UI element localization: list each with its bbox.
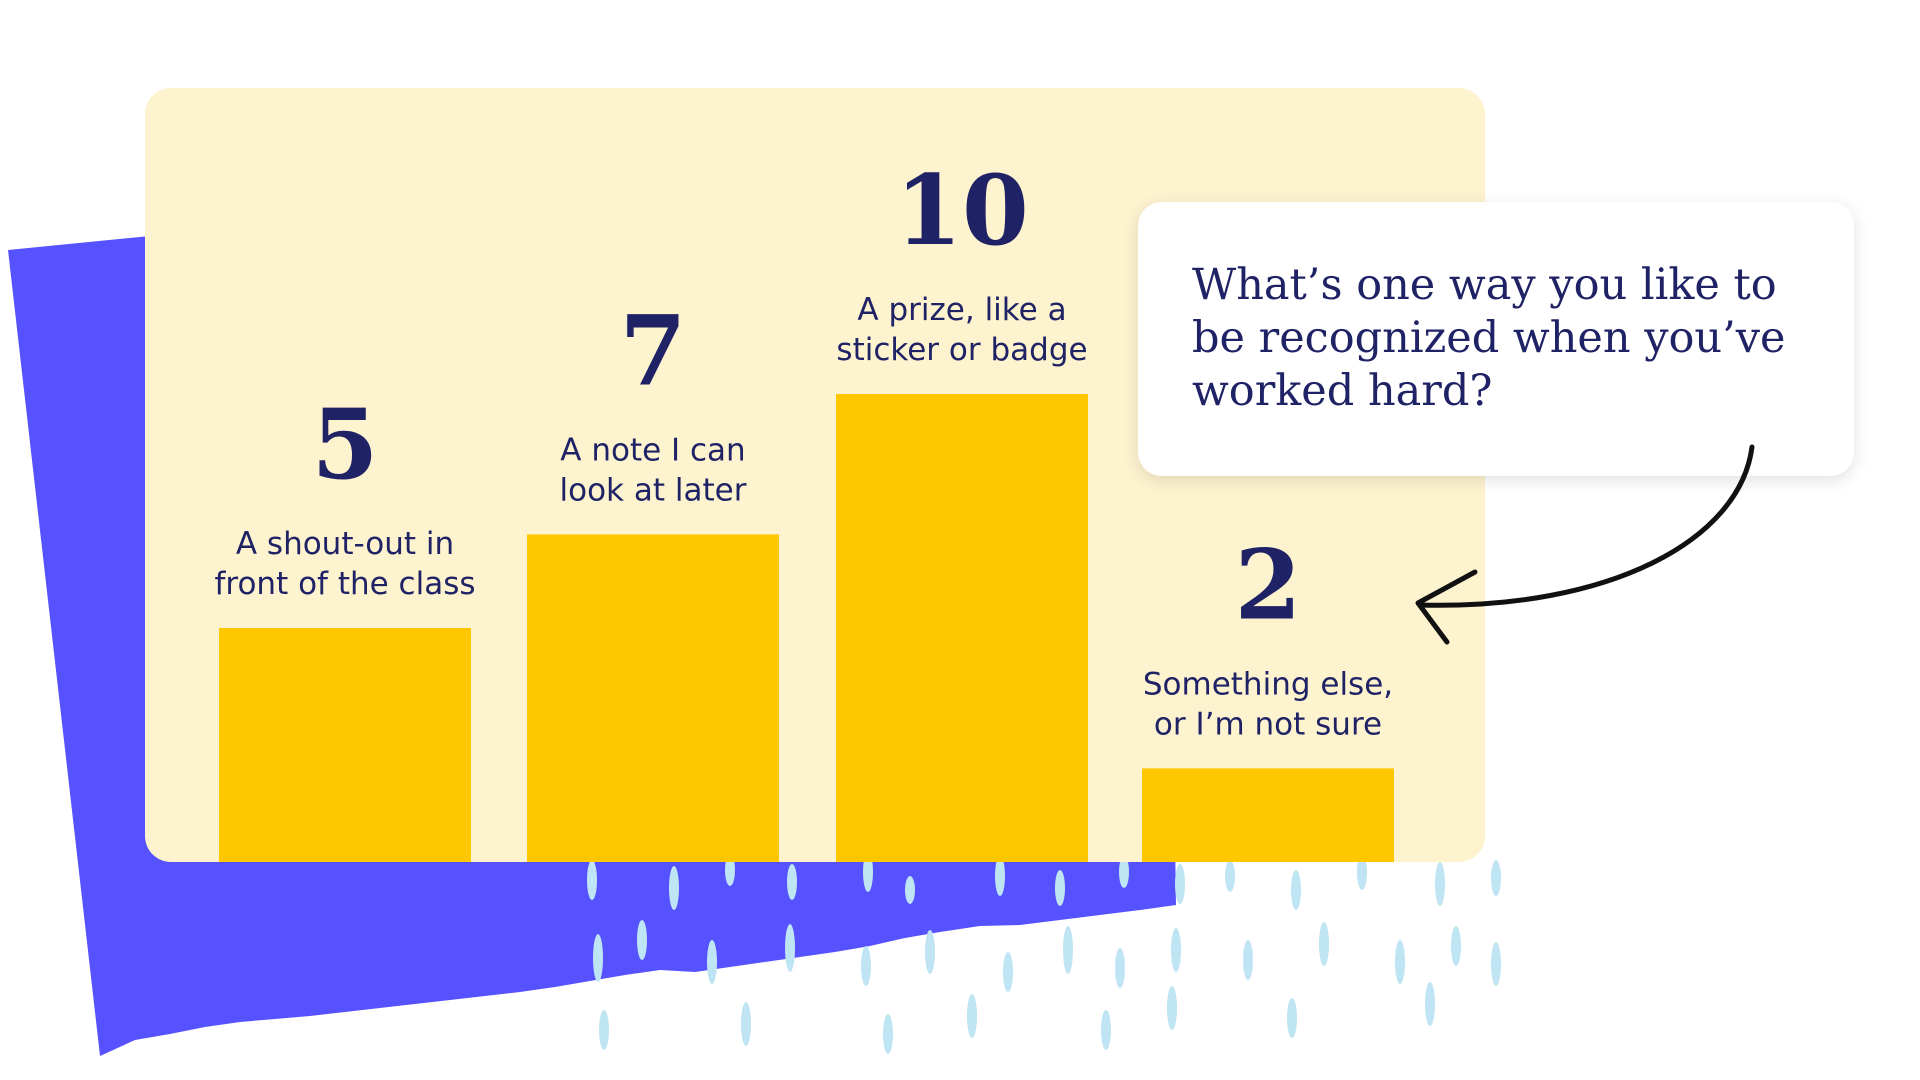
rain-drop [1225,860,1235,892]
rain-drop [1003,952,1013,992]
rain-drop [1291,870,1301,910]
rain-drop [1063,926,1073,974]
rain-drop [1055,870,1065,906]
rain-drop [587,860,597,900]
category-label-3-line-2: sticker or badge [836,332,1087,368]
bar-4 [1142,768,1394,862]
value-label-1: 5 [312,388,379,501]
question-line-3: worked hard? [1192,366,1492,416]
rain-drop [1395,940,1405,984]
bar-chart: front of the class A shout-out in 5 look at… [214,154,1394,862]
rain-drop [1491,860,1501,896]
category-label-4-line-1: Something else, [1143,666,1393,702]
rain-drop [1491,942,1501,986]
category-label-1-line-2: front of the class [214,566,475,602]
rain-drop [995,856,1005,896]
value-label-4: 2 [1235,528,1302,641]
question-bubble [1138,202,1854,476]
category-label-2-line-2: look at later [560,472,747,508]
rain-drop [1425,982,1435,1026]
rain-drop [1435,862,1445,906]
rain-drop [787,864,797,900]
rain-drop [785,924,795,972]
arrow-head-icon [1415,569,1478,645]
rain-drop [967,994,977,1038]
rain-drop [599,1010,609,1050]
rain-drop [1175,864,1185,904]
rain-drop [741,1002,751,1046]
category-label-3-line-1: A prize, like a [857,292,1066,328]
rain-drop [669,866,679,910]
rain-drop [637,920,647,960]
rain-drop [1243,940,1253,980]
rain-drop [1101,1010,1111,1050]
rain-drop [1115,948,1125,988]
rain-drop [1119,856,1129,888]
question-line-1: What’s one way you like to [1192,260,1777,310]
curved-arrow-icon [1417,444,1755,608]
category-label-2-line-1: A note I can [560,432,745,468]
rain-drop [1171,928,1181,972]
rain-drop [1319,922,1329,966]
rain-drop [905,876,915,904]
rain-drop [1451,926,1461,966]
value-label-2: 7 [620,294,687,407]
category-label-1-line-1: A shout-out in [236,526,454,562]
value-label-3: 10 [895,154,1029,267]
bar-2 [527,534,779,862]
rain-drop [861,946,871,986]
category-label-4-line-2: or I’m not sure [1154,706,1382,742]
bar-3 [836,394,1088,862]
rain-drop [1357,854,1367,890]
rain-drop [925,930,935,974]
rain-drop [707,940,717,984]
bar-1 [219,628,471,862]
rain-drop [883,1014,893,1054]
rain-drop [1167,986,1177,1030]
rain-drop [1287,998,1297,1038]
rain-drop [593,934,603,982]
rain-drops [587,852,1501,1054]
question-line-2: be recognized when you’ve [1192,313,1785,363]
